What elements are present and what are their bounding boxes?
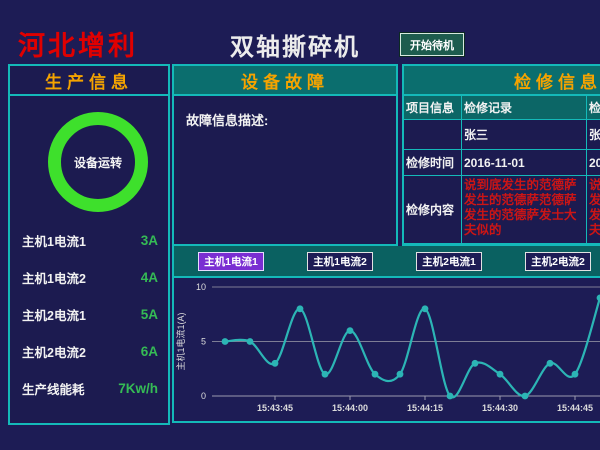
reading-value: 5A bbox=[140, 307, 158, 322]
reading-label: 主机2电流2 bbox=[22, 346, 86, 360]
reading-label: 主机1电流2 bbox=[22, 272, 86, 286]
device-running-label: 设备运转 bbox=[73, 155, 122, 170]
maintenance-content-cell: 说到底发生的范德萨发生的范德萨范德萨发生的范德萨发士大夫似的 bbox=[587, 176, 600, 244]
reading-row: 主机2电流2 6A bbox=[10, 333, 168, 370]
trend-button-main2-current1[interactable]: 主机2电流1 bbox=[416, 251, 482, 271]
maintenance-content-cell: 说到底发生的范德萨发生的范德萨范德萨发生的范德萨发士大夫似的 bbox=[462, 176, 587, 244]
table-header-cell: 项目信息 bbox=[404, 96, 462, 120]
svg-text:0: 0 bbox=[201, 391, 206, 401]
svg-text:主机1电流1(A): 主机1电流1(A) bbox=[175, 312, 186, 370]
page-title: 双轴撕碎机 bbox=[230, 34, 360, 61]
device-running-indicator: 设备运转 bbox=[48, 112, 148, 212]
reading-row: 主机2电流1 5A bbox=[10, 296, 168, 333]
svg-text:15:44:00: 15:44:00 bbox=[332, 403, 368, 413]
reading-row: 生产线能耗 7Kw/h bbox=[10, 370, 168, 407]
table-cell: 2016-11-01 bbox=[462, 150, 587, 176]
svg-text:5: 5 bbox=[201, 337, 206, 347]
reading-value: 7Kw/h bbox=[118, 381, 158, 396]
company-logo-text: 河北增利 bbox=[18, 31, 138, 61]
trend-button-main1-current1[interactable]: 主机1电流1 bbox=[198, 251, 264, 271]
start-standby-button[interactable]: 开始待机 bbox=[399, 32, 465, 57]
reading-row: 主机1电流1 3A bbox=[10, 222, 168, 259]
maintenance-panel-title: 检修信息 bbox=[404, 66, 600, 96]
svg-text:15:44:15: 15:44:15 bbox=[407, 403, 443, 413]
trend-button-main2-current2[interactable]: 主机2电流2 bbox=[525, 251, 591, 271]
reading-value: 4A bbox=[140, 270, 158, 285]
svg-text:15:44:30: 15:44:30 bbox=[482, 403, 518, 413]
reading-label: 生产线能耗 bbox=[22, 383, 85, 397]
table-cell: 2016-11-01 bbox=[587, 150, 600, 176]
trend-chart: 0 5 10 主机1电流1(A) 15:43:45 15:44:00 15:44:15 15:… bbox=[172, 276, 600, 423]
svg-text:15:43:45: 15:43:45 bbox=[257, 403, 293, 413]
maintenance-table: 项目信息 检修记录 检修记录 张三 张三 检修时间 2016-11-01 201… bbox=[404, 96, 600, 244]
production-panel-title: 生产信息 bbox=[10, 66, 168, 96]
table-cell: 张三 bbox=[462, 120, 587, 150]
reading-value: 6A bbox=[140, 344, 158, 359]
svg-text:15:44:45: 15:44:45 bbox=[557, 403, 593, 413]
reading-row: 主机1电流2 4A bbox=[10, 259, 168, 296]
table-cell: 检修内容 bbox=[404, 176, 462, 244]
svg-text:10: 10 bbox=[196, 282, 206, 292]
table-cell: 张三 bbox=[587, 120, 600, 150]
table-cell: 检修时间 bbox=[404, 150, 462, 176]
maintenance-panel: 检修信息 项目信息 检修记录 检修记录 张三 张三 检修时间 2016-11-0… bbox=[402, 64, 600, 246]
trend-button-bar: 主机1电流1 主机1电流2 主机2电流1 主机2电流2 bbox=[172, 246, 600, 276]
table-cell bbox=[404, 120, 462, 150]
fault-description-label: 故障信息描述: bbox=[186, 113, 269, 128]
reading-label: 主机2电流1 bbox=[22, 309, 86, 323]
production-info-panel: 生产信息 设备运转 主机1电流1 3A 主机1电流2 4A 主机2电流1 5A … bbox=[8, 64, 170, 425]
reading-value: 3A bbox=[140, 233, 158, 248]
reading-label: 主机1电流1 bbox=[22, 235, 86, 249]
fault-panel-title: 设备故障 bbox=[174, 66, 396, 96]
table-header-cell: 检修记录 bbox=[462, 96, 587, 120]
trend-button-main1-current2[interactable]: 主机1电流2 bbox=[307, 251, 373, 271]
fault-panel: 设备故障 故障信息描述: bbox=[172, 64, 398, 246]
table-header-cell: 检修记录 bbox=[587, 96, 600, 120]
production-readings: 主机1电流1 3A 主机1电流2 4A 主机2电流1 5A 主机2电流2 6A … bbox=[10, 222, 168, 407]
